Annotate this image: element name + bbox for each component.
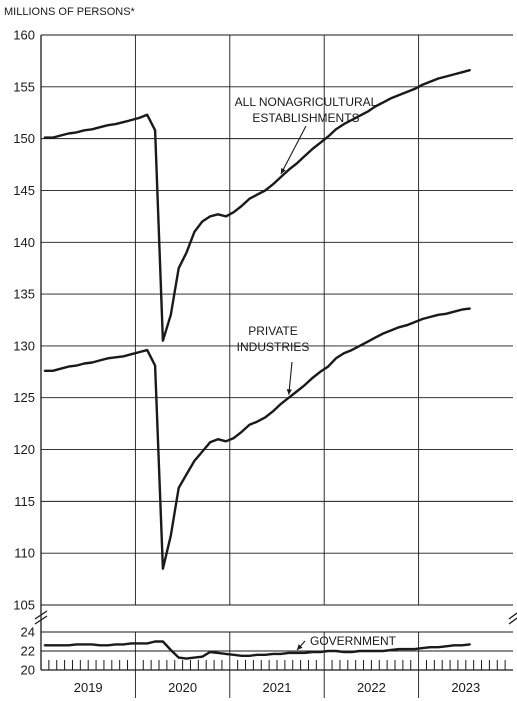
y-tick-label-120: 120 xyxy=(13,442,35,457)
axis-break-left-2 xyxy=(34,615,48,625)
x-tick-label-2023: 2023 xyxy=(451,680,480,695)
series-line-government xyxy=(43,640,471,660)
y-tick-label-155: 155 xyxy=(13,79,35,94)
y-tick-label-135: 135 xyxy=(13,287,35,302)
series-annotation-all-nonagricultural-establishments-line-2: ESTABLISHMENTS xyxy=(252,111,359,125)
x-axis-minor-ticks xyxy=(48,660,506,670)
y-tick-label-125: 125 xyxy=(13,390,35,405)
x-tick-label-2022: 2022 xyxy=(357,680,386,695)
axis-break-right-1 xyxy=(508,612,517,620)
y-tick-label-140: 140 xyxy=(13,235,35,250)
y-tick-label-160: 160 xyxy=(13,28,35,43)
y-tick-label-130: 130 xyxy=(13,338,35,353)
axis-break-right-2 xyxy=(508,617,517,625)
series-annotation-private-industries-line-1: PRIVATE xyxy=(248,324,298,338)
series-lines xyxy=(43,68,471,660)
series-annotation-private-industries-arrowhead xyxy=(286,389,292,395)
x-tick-label-2021: 2021 xyxy=(263,680,292,695)
series-annotation-private-industries-leader xyxy=(288,361,293,395)
y-unit-label: MILLIONS OF PERSONS* xyxy=(4,6,136,18)
y-tick-label-145: 145 xyxy=(13,183,35,198)
y-tick-label-105: 105 xyxy=(13,598,35,613)
y-tick-labels: 105 110 115 120 125 130 135 140 145 150 155 160 20 22… xyxy=(13,28,35,678)
axis-break-left-1 xyxy=(34,610,48,620)
x-tick-label-2020: 2020 xyxy=(168,680,197,695)
x-tick-label-2019: 2019 xyxy=(74,680,103,695)
y-tick-label-lower-20: 20 xyxy=(21,663,35,678)
series-line-private-industries xyxy=(43,307,471,570)
y-tick-label-110: 110 xyxy=(14,546,35,561)
series-annotation-government-arrowhead xyxy=(297,644,303,650)
series-line-all-nonagricultural-establishments xyxy=(43,68,471,342)
y-tick-label-lower-24: 24 xyxy=(21,625,35,640)
y-tick-label-115: 115 xyxy=(14,494,35,509)
series-annotation-all-nonagricultural-establishments-leader xyxy=(280,125,307,175)
x-year-labels: 2019 2020 2021 2022 2023 xyxy=(74,680,481,695)
series-annotations: ALL NONAGRICULTURAL ESTABLISHMENTS PRIVATE… xyxy=(235,95,397,651)
series-annotation-government-line-1: GOVERNMENT xyxy=(310,634,397,648)
series-annotation-all-nonagricultural-establishments-arrowhead xyxy=(280,167,286,174)
series-annotation-all-nonagricultural-establishments-line-1: ALL NONAGRICULTURAL xyxy=(235,95,378,109)
grid-lines xyxy=(41,34,513,698)
y-tick-label-150: 150 xyxy=(13,131,35,146)
y-tick-label-lower-22: 22 xyxy=(21,644,35,659)
series-annotation-private-industries-line-2: INDUSTRIES xyxy=(237,340,310,354)
